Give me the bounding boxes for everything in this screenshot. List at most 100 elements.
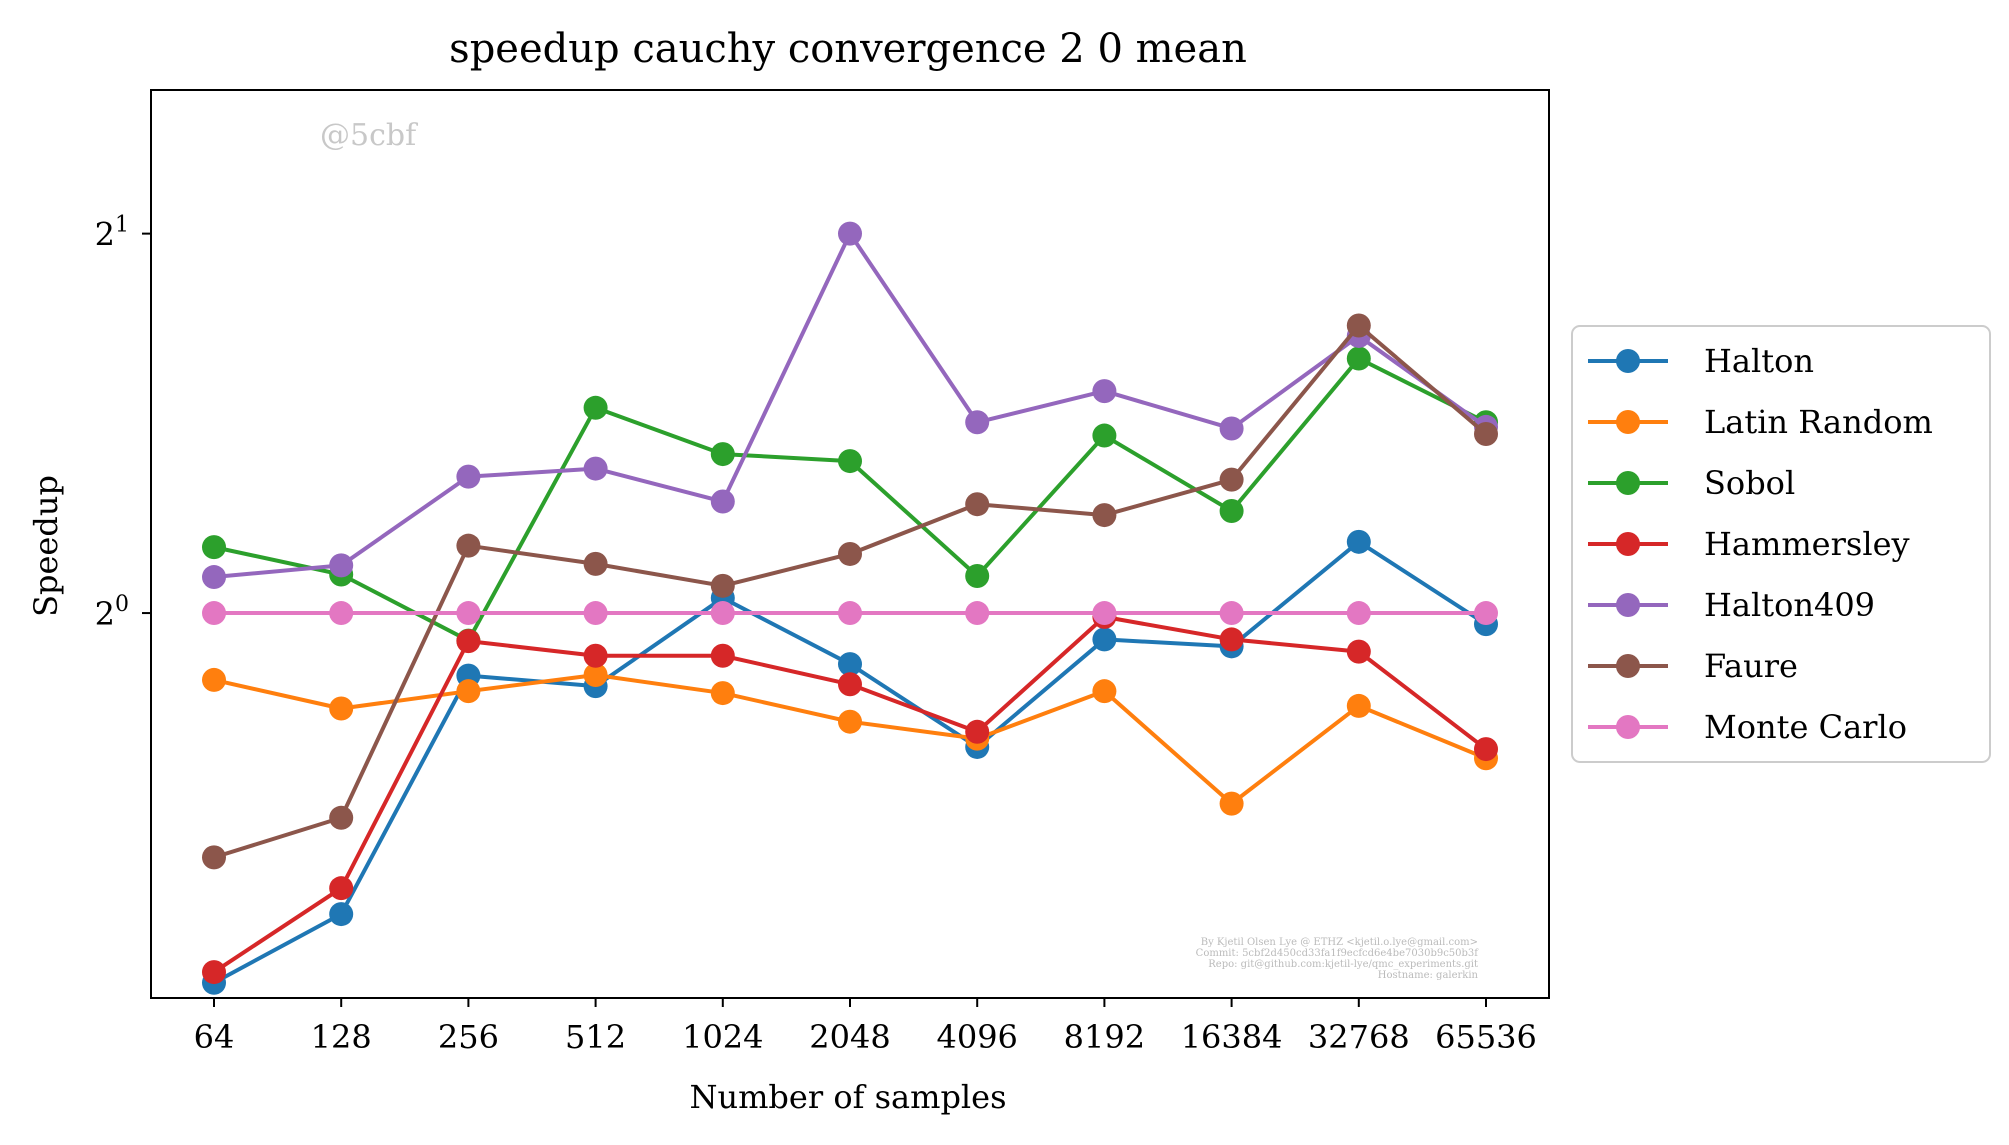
legend-box [1571, 325, 1991, 763]
data-point [583, 395, 608, 420]
data-point [1474, 737, 1498, 762]
x-tick-label: 1024 [682, 1018, 763, 1056]
data-point [965, 719, 990, 744]
legend-marker [1616, 593, 1640, 617]
data-point [329, 553, 354, 578]
legend-marker [1616, 532, 1640, 556]
footer-line: Commit: 5cbf2d450cd33fa1f9ecfcd6e4be7030… [1196, 948, 1480, 959]
data-point [1219, 627, 1244, 652]
data-point [1092, 601, 1117, 626]
series-monte-carlo [202, 601, 1498, 626]
x-tick-label: 512 [565, 1018, 626, 1056]
legend-label: Hammersley [1704, 525, 1910, 563]
legend-marker [1616, 349, 1640, 373]
y-tick-exponent: 1 [115, 213, 129, 238]
legend-item: Monte Carlo [1588, 708, 1907, 746]
y-tick-base: 2 [95, 216, 115, 254]
x-tick-label: 256 [438, 1018, 499, 1056]
data-point [838, 709, 862, 734]
legend-item: Hammersley [1588, 525, 1910, 563]
x-axis: 64 128 256 512 1024 2048 4096 8192 16384 32768 655… [194, 998, 1537, 1056]
data-point [456, 601, 481, 626]
legend-marker [1616, 410, 1640, 434]
legend-label: Latin Random [1704, 403, 1933, 441]
data-point [202, 565, 226, 590]
chart-title: speedup cauchy convergence 2 0 mean [449, 26, 1247, 72]
legend-item: Sobol [1588, 464, 1795, 502]
data-point [583, 643, 608, 668]
data-point [838, 601, 862, 626]
data-point [329, 601, 354, 626]
data-point [329, 805, 354, 830]
x-tick-label: 64 [194, 1018, 235, 1056]
data-point [456, 679, 481, 704]
series-faure [202, 313, 1498, 870]
data-point [1219, 498, 1244, 523]
data-point [710, 643, 735, 668]
legend-marker [1616, 715, 1640, 739]
legend-item: Halton409 [1588, 586, 1875, 624]
data-point [456, 629, 481, 654]
data-point [1346, 529, 1371, 554]
legend-label: Halton409 [1704, 586, 1875, 624]
data-point [1219, 601, 1244, 626]
footer-line: Repo: git@github.com:kjetil-lye/qmc_expe… [1208, 959, 1478, 970]
legend: Halton Latin Random Sobol Hammersley Halton4… [1571, 325, 1991, 763]
y-tick-label: 21 [95, 213, 129, 254]
data-point [1219, 416, 1244, 441]
data-point [838, 652, 862, 677]
series-layer [202, 221, 1498, 995]
data-point [202, 845, 226, 870]
data-point [583, 456, 608, 481]
data-point [583, 601, 608, 626]
data-point [1092, 379, 1117, 404]
data-point [1346, 601, 1371, 626]
footer-line: Hostname: galerkin [1378, 970, 1479, 981]
data-point [965, 410, 990, 435]
footer-info: By Kjetil Olsen Lye @ ETHZ <kjetil.o.lye… [1196, 937, 1480, 981]
data-point [1346, 693, 1371, 718]
x-tick-label: 2048 [809, 1018, 890, 1056]
y-tick-exponent: 0 [115, 592, 129, 617]
data-point [1474, 601, 1498, 626]
data-point [329, 876, 354, 901]
data-point [838, 672, 862, 697]
data-point [1219, 467, 1244, 492]
x-tick-label: 128 [311, 1018, 372, 1056]
y-axis-label: Speedup [27, 475, 65, 617]
data-point [1092, 503, 1117, 528]
data-point [838, 221, 862, 246]
data-point [1346, 346, 1371, 371]
data-point [1092, 423, 1117, 448]
series-halton409 [202, 221, 1498, 590]
data-point [710, 681, 735, 706]
data-point [202, 601, 226, 626]
y-tick-label: 20 [95, 592, 129, 633]
legend-item: Latin Random [1588, 403, 1933, 441]
x-axis-label: Number of samples [689, 1078, 1006, 1116]
data-point [202, 667, 226, 692]
footer-line: By Kjetil Olsen Lye @ ETHZ <kjetil.o.lye… [1201, 937, 1478, 948]
data-point [710, 489, 735, 514]
x-tick-label: 32768 [1308, 1018, 1410, 1056]
x-tick-label: 16384 [1181, 1018, 1283, 1056]
data-point [965, 564, 990, 589]
data-point [1092, 679, 1117, 704]
data-point [202, 960, 226, 985]
data-point [838, 449, 862, 474]
data-point [965, 492, 990, 517]
series-hammersley [202, 604, 1498, 985]
data-point [710, 442, 735, 467]
legend-marker [1616, 654, 1640, 678]
data-point [202, 535, 226, 560]
legend-marker [1616, 471, 1640, 495]
legend-item: Halton [1588, 342, 1814, 380]
data-point [1346, 639, 1371, 664]
data-point [965, 601, 990, 626]
data-point [1346, 313, 1371, 338]
data-point [1474, 421, 1498, 446]
data-point [1092, 627, 1117, 652]
data-point [710, 573, 735, 598]
